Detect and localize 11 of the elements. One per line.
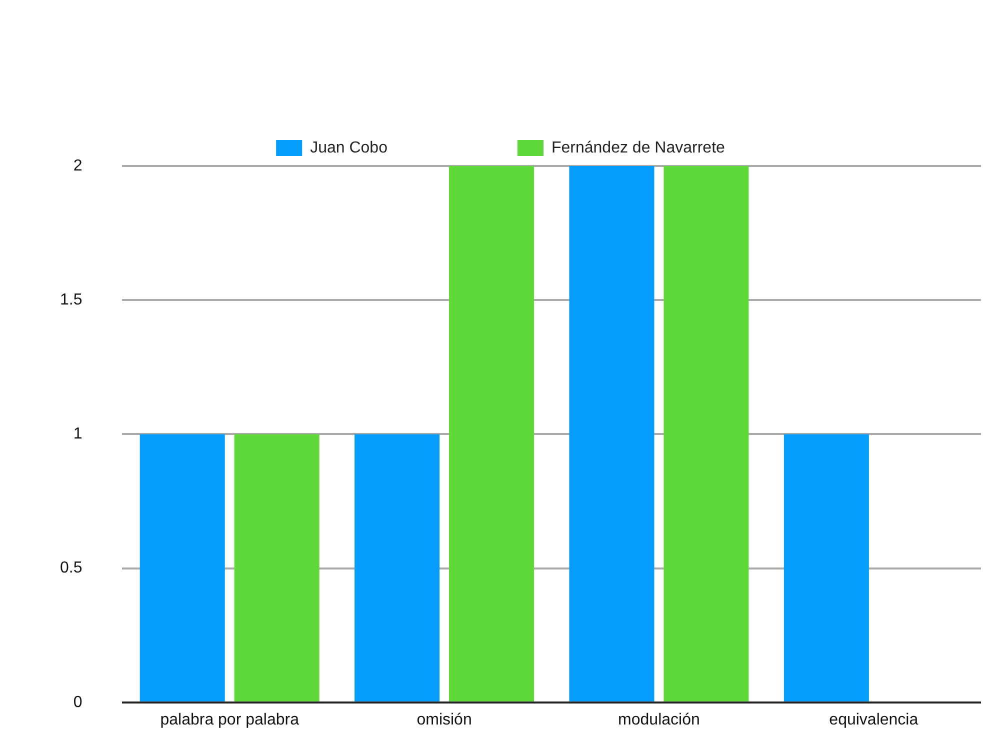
legend-label: Fernández de Navarrete: [551, 139, 726, 156]
x-tick-label: palabra por palabra: [160, 711, 300, 728]
legend-label: Juan Cobo: [310, 139, 388, 156]
x-tick-label: omisión: [416, 711, 472, 728]
y-tick-label: 1.5: [60, 292, 82, 309]
x-tick-label: modulación: [618, 711, 700, 728]
y-tick-label: 0: [73, 694, 82, 711]
y-tick-label: 0.5: [60, 560, 82, 577]
y-tick-label: 1: [73, 426, 82, 443]
y-tick-label: 2: [73, 157, 82, 174]
x-tick-label: equivalencia: [829, 711, 918, 728]
